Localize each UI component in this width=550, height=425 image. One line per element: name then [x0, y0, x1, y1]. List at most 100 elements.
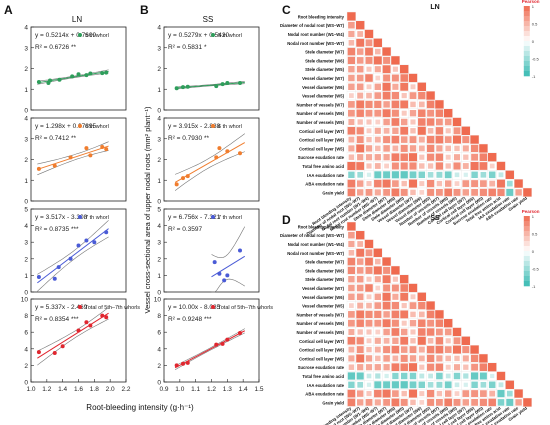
row-label: Cortical cell layer (W7) [299, 129, 345, 134]
correlation-square [400, 100, 409, 109]
legend-label: 7 th whorl [85, 215, 109, 221]
data-point [88, 153, 93, 158]
correlation-square [356, 180, 364, 187]
correlation-square [391, 328, 400, 336]
correlation-square [374, 163, 381, 169]
correlation-square [426, 310, 435, 319]
r-squared: R² = 0.8354 *** [35, 316, 79, 323]
correlation-square [347, 188, 356, 197]
data-point [104, 315, 109, 320]
correlation-square [391, 398, 400, 407]
correlation-square [400, 398, 408, 406]
correlation-square [409, 381, 417, 389]
correlation-square [347, 257, 356, 266]
row-label: Grain yield [322, 190, 344, 195]
row-label: ABA exudation rate [305, 182, 344, 187]
correlation-square [383, 284, 391, 292]
correlation-square [365, 154, 373, 161]
correlation-square [365, 100, 373, 109]
data-point [84, 73, 89, 78]
y-tick-label: 5 [157, 207, 161, 214]
correlation-square [382, 301, 391, 310]
correlation-square [410, 84, 416, 90]
y-tick-label: 5 [24, 207, 28, 214]
panel-c-heatmap: Root bleeding intensity Root bleeding int… [280, 0, 540, 236]
data-point [36, 350, 41, 355]
correlation-square [453, 188, 461, 196]
correlation-square [392, 337, 399, 344]
legend-marker [78, 215, 82, 219]
data-point [88, 323, 93, 328]
correlation-square [365, 145, 373, 152]
x-tick-label: 1.4 [58, 386, 67, 393]
correlation-square [453, 154, 461, 161]
correlation-square [391, 266, 400, 275]
correlation-square [444, 109, 453, 118]
correlation-square [366, 66, 372, 72]
correlation-square [400, 171, 408, 179]
correlation-square [471, 153, 479, 161]
correlation-square [453, 162, 461, 170]
correlation-square [357, 154, 364, 161]
correlation-square [348, 346, 355, 353]
data-point [84, 146, 89, 151]
correlation-square [374, 83, 381, 90]
regression-equation: y = 3.915x - 2.888 [168, 123, 221, 130]
row-label: Stele diameter (W7) [305, 260, 344, 265]
correlation-square [365, 319, 373, 327]
y-tick-label: 6 [24, 330, 28, 337]
correlation-square [453, 337, 461, 345]
y-tick-label: 10 [21, 297, 29, 304]
correlation-square [462, 399, 470, 406]
correlation-square [444, 390, 452, 397]
correlation-square [454, 145, 460, 152]
correlation-square [366, 181, 372, 187]
colorbar-segment [523, 281, 530, 287]
correlation-square [418, 301, 426, 310]
row-label: Vessel diameter (W7) [302, 76, 344, 81]
correlation-square [435, 100, 444, 109]
correlation-square [436, 145, 443, 152]
correlation-square [366, 136, 372, 143]
correlation-square [523, 398, 532, 407]
correlation-square [426, 354, 435, 363]
data-point [100, 313, 105, 318]
colorbar-tick-label: 0.5 [532, 232, 538, 237]
correlation-square [373, 56, 382, 65]
correlation-square [408, 73, 418, 83]
correlation-square [391, 171, 399, 179]
colorbar-segment [523, 261, 530, 267]
correlation-square [348, 40, 355, 46]
regression-equation: y = 0.5279x + 0.5420 [168, 32, 229, 39]
data-point [36, 275, 41, 280]
correlation-square [391, 153, 400, 162]
y-tick-label: 4 [24, 346, 28, 353]
panel-a-scatter-stack: 0 1 2 3 4 y = 0.5214x + 0.7609 R² = 0.6726 ** 5… [21, 25, 141, 394]
correlation-square [383, 328, 390, 336]
colorbar-segment [523, 246, 530, 252]
correlation-square [409, 92, 417, 99]
correlation-square [506, 188, 514, 196]
panel-label-b: B [140, 3, 149, 17]
correlation-square [479, 153, 488, 161]
row-label: Stele diameter (W7) [305, 50, 344, 55]
data-point [220, 341, 225, 346]
correlation-square [462, 346, 470, 354]
correlation-square [382, 82, 391, 91]
correlation-square [392, 180, 399, 187]
data-point [214, 342, 219, 347]
data-point [36, 166, 41, 171]
correlation-square [418, 319, 426, 327]
colorbar-segment [523, 41, 530, 47]
panel-a-title: LN [72, 15, 82, 24]
panel-label-a: A [4, 3, 13, 17]
correlation-square [348, 21, 355, 29]
correlation-square [366, 128, 372, 134]
correlation-square [479, 398, 487, 406]
correlation-square [365, 109, 373, 117]
correlation-square [408, 389, 418, 398]
correlation-square [366, 84, 372, 90]
correlation-square [391, 310, 400, 319]
data-point [185, 174, 190, 179]
